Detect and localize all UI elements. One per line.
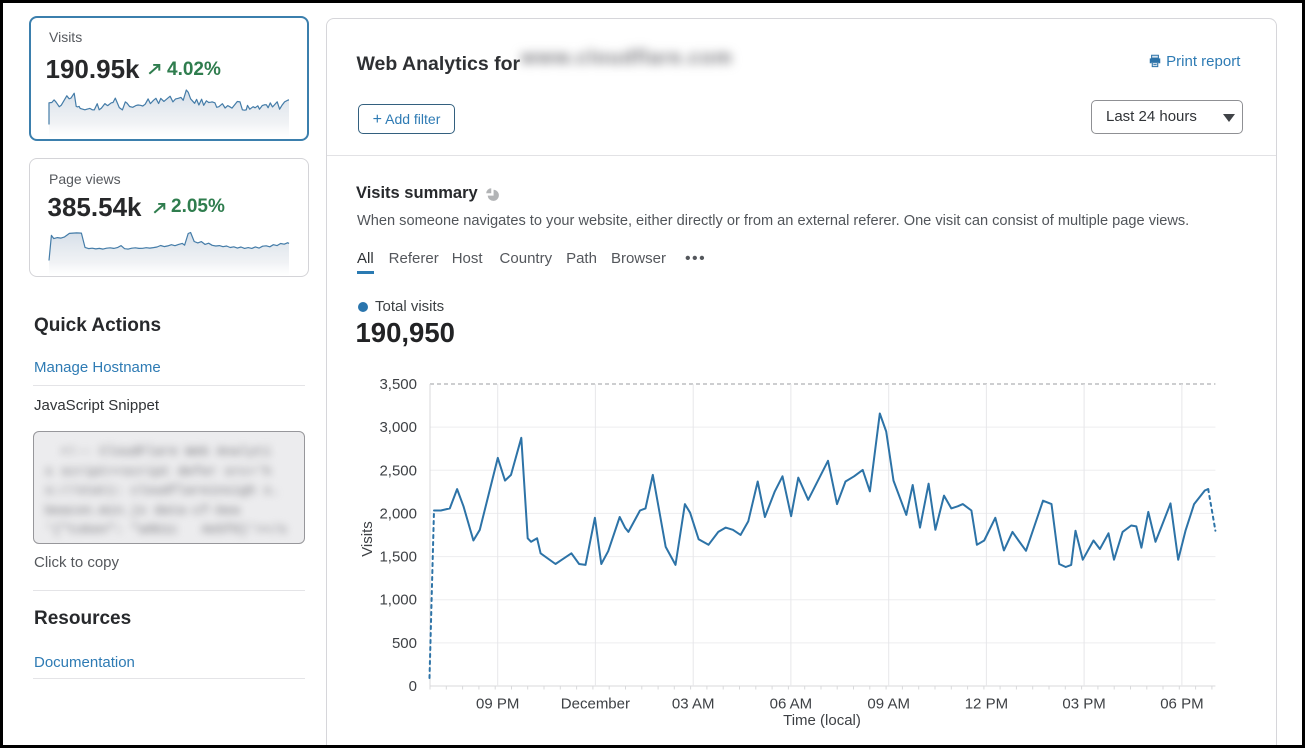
svg-text:12 PM: 12 PM (965, 696, 1008, 713)
svg-text:09 PM: 09 PM (476, 696, 519, 713)
svg-text:Time (local): Time (local) (783, 712, 861, 729)
svg-text:December: December (561, 696, 630, 713)
svg-text:06 AM: 06 AM (770, 696, 813, 713)
svg-text:09 AM: 09 AM (867, 696, 910, 713)
svg-text:03 AM: 03 AM (672, 696, 715, 713)
svg-text:3,500: 3,500 (379, 376, 417, 393)
svg-text:1,500: 1,500 (379, 549, 417, 566)
svg-text:2,000: 2,000 (379, 505, 417, 522)
svg-text:0: 0 (409, 678, 417, 695)
svg-text:1,000: 1,000 (379, 592, 417, 609)
svg-text:06 PM: 06 PM (1160, 696, 1203, 713)
svg-text:03 PM: 03 PM (1062, 696, 1105, 713)
svg-text:3,000: 3,000 (379, 419, 417, 436)
svg-text:500: 500 (392, 635, 417, 652)
svg-text:Visits: Visits (359, 521, 376, 557)
svg-text:2,500: 2,500 (379, 462, 417, 479)
